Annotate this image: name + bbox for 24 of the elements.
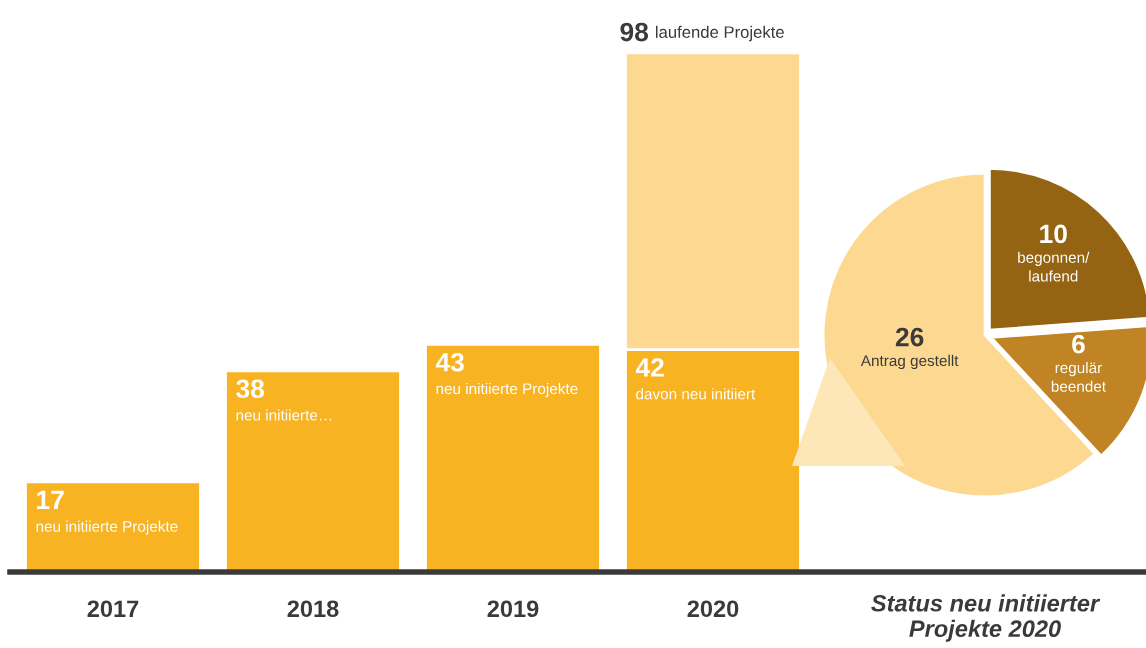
slice-label: begonnen/ laufend xyxy=(1018,251,1090,282)
data-label: 26 xyxy=(895,327,924,347)
bar xyxy=(424,342,602,572)
annotation: neu initiierte Projekte xyxy=(36,520,178,535)
data-label: 43 xyxy=(435,352,464,372)
data-label: 10 xyxy=(1040,224,1067,244)
bar xyxy=(24,480,202,572)
data-label: 42 xyxy=(635,358,664,377)
data-label: 38 xyxy=(236,379,265,399)
slice-label: regulär beendet xyxy=(1051,361,1106,392)
slice-label: Antrag gestellt xyxy=(860,354,959,370)
annotation: davon neu initiiert xyxy=(636,388,756,400)
text: Status neu initiierter Projekte 2020 xyxy=(871,594,1101,642)
annotation: laufende Projekte xyxy=(656,25,784,42)
data-label: 6 xyxy=(1072,334,1085,354)
x-tick-label: 2017 xyxy=(87,600,139,618)
x-tick-label: 2018 xyxy=(287,600,339,618)
annotation: neu initiierte… xyxy=(236,409,332,421)
annotation: neu initiierte Projekte xyxy=(436,382,578,398)
data-label: 17 xyxy=(37,490,64,510)
x-tick-label: 2020 xyxy=(687,600,739,618)
bar xyxy=(224,369,402,572)
total-label: 98 xyxy=(620,22,649,42)
x-tick-label: 2019 xyxy=(487,600,539,618)
